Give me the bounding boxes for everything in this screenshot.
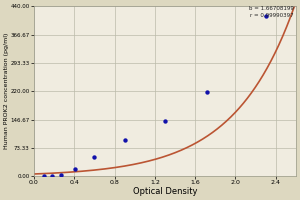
Point bbox=[42, 174, 46, 178]
Point bbox=[50, 174, 55, 177]
Text: b = 1.66708199
r = 0.99990397: b = 1.66708199 r = 0.99990397 bbox=[249, 6, 294, 18]
Point bbox=[59, 173, 64, 176]
Point bbox=[92, 155, 97, 159]
X-axis label: Optical Density: Optical Density bbox=[133, 187, 197, 196]
Point bbox=[122, 138, 127, 141]
Point bbox=[205, 90, 210, 94]
Y-axis label: Human PROK2 concentration (pg/ml): Human PROK2 concentration (pg/ml) bbox=[4, 33, 9, 149]
Point bbox=[163, 119, 167, 123]
Point bbox=[73, 168, 78, 171]
Point bbox=[263, 14, 268, 17]
